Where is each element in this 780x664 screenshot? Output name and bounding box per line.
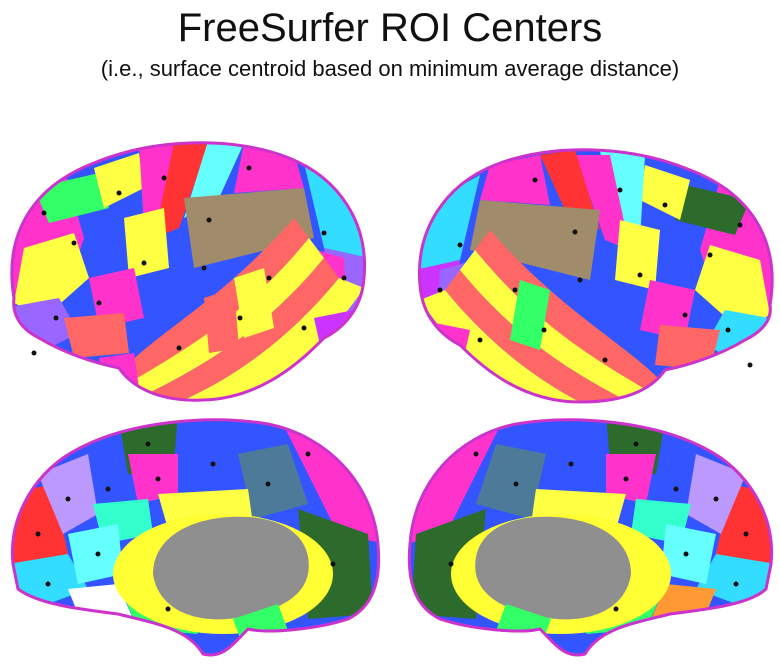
brain-medial-left [8, 414, 386, 660]
brain-lateral-left [4, 128, 380, 403]
page-title: FreeSurfer ROI Centers [177, 6, 603, 50]
brain-lateral-left-svg [10, 141, 367, 402]
brain-medial-right [406, 414, 776, 660]
brain-medial-right-svg [407, 418, 774, 657]
brain-lateral-right-svg [417, 148, 774, 404]
brain-medial-left-svg [10, 418, 381, 657]
brain-lateral-right [408, 140, 780, 405]
page-subtitle: (i.e., surface centroid based on minimum… [100, 56, 680, 81]
